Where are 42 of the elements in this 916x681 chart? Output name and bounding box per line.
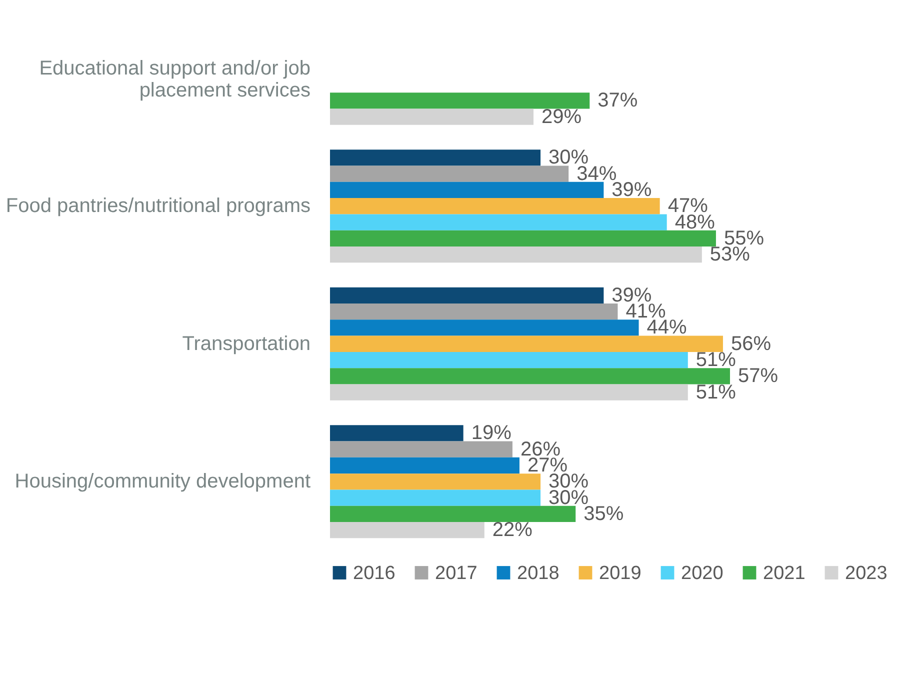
bar [330, 246, 702, 263]
y-tick-label: Food pantries/nutritional programs [6, 195, 310, 218]
bar [330, 92, 590, 109]
data-label: 57% [738, 365, 778, 388]
bar [330, 198, 660, 214]
bar [330, 150, 541, 166]
legend-label: 2019 [599, 562, 642, 584]
legend-label: 2018 [517, 562, 560, 584]
legend-label: 2023 [845, 562, 888, 584]
data-label: 19% [471, 422, 512, 444]
data-label: 39% [612, 178, 652, 201]
data-label: 29% [542, 106, 582, 128]
bar [330, 287, 604, 304]
bar [330, 490, 541, 506]
bar [330, 352, 688, 368]
legend-label: 2021 [763, 562, 806, 584]
y-tick-label: Transportation [182, 332, 310, 355]
legend-label: 2016 [353, 562, 396, 584]
bar [330, 214, 667, 230]
bar [330, 522, 484, 538]
bar [330, 506, 576, 522]
data-label: 51% [696, 381, 736, 404]
data-label: 35% [584, 502, 624, 525]
bar [330, 304, 618, 320]
bar [330, 230, 716, 246]
y-tick-label: Housing/community development [14, 470, 311, 493]
bar [330, 108, 534, 125]
bar [330, 474, 541, 490]
bar [330, 182, 604, 198]
legend-label: 2017 [435, 562, 478, 584]
bar [330, 368, 730, 384]
bar [330, 457, 520, 474]
data-label: 37% [598, 90, 638, 112]
y-tick-label: Educational support and/or job placement services [39, 57, 310, 102]
legend-label: 2020 [681, 562, 724, 584]
bar [330, 336, 723, 352]
data-label: 22% [492, 519, 533, 542]
bar [330, 320, 639, 336]
bar [330, 384, 688, 400]
bar [330, 166, 569, 182]
bar [330, 425, 464, 442]
bar [330, 441, 512, 458]
